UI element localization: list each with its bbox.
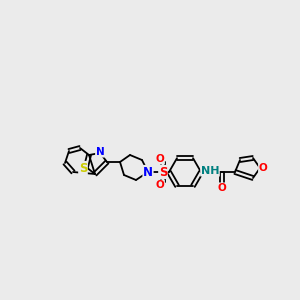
Text: O: O	[218, 183, 226, 193]
Text: S: S	[79, 161, 87, 175]
Text: NH: NH	[201, 166, 219, 176]
Text: O: O	[259, 163, 267, 173]
Text: O: O	[156, 180, 164, 190]
Text: N: N	[143, 166, 153, 178]
Text: O: O	[156, 154, 164, 164]
Text: S: S	[159, 166, 167, 178]
Text: N: N	[96, 147, 104, 157]
